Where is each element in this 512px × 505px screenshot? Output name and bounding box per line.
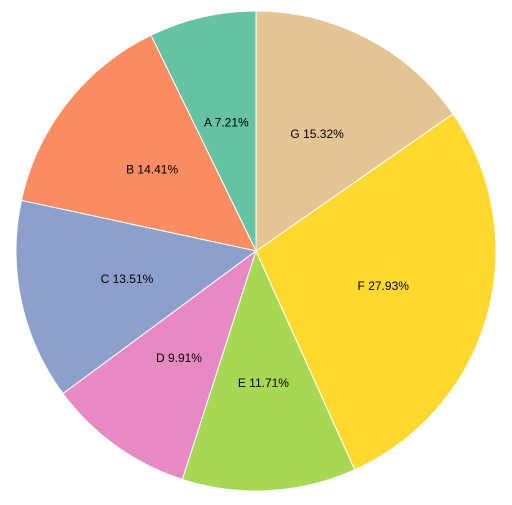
pie-label-e: E 11.71% [238, 376, 289, 390]
pie-slice-b [20, 34, 257, 252]
pie-label-b: B 14.41% [126, 163, 178, 177]
pie-slice-f [255, 113, 497, 471]
pie-label-a: A 7.21% [204, 115, 249, 129]
pie-label-d: D 9.91% [156, 351, 202, 365]
pie-slice-a [150, 10, 257, 252]
pie-label-g: G 15.32% [290, 127, 344, 141]
pie-label-f: F 27.93% [358, 279, 410, 293]
pie-slice-e [181, 249, 356, 492]
pie-slice-g [255, 10, 454, 252]
pie-slice-c [15, 199, 258, 395]
pie-slices [15, 10, 497, 492]
pie-label-c: C 13.51% [101, 272, 154, 286]
pie-slice-d [62, 249, 257, 481]
pie-labels: A 7.21% B 14.41% C 13.51% D 9.91% E 11.71% F … [101, 115, 410, 389]
